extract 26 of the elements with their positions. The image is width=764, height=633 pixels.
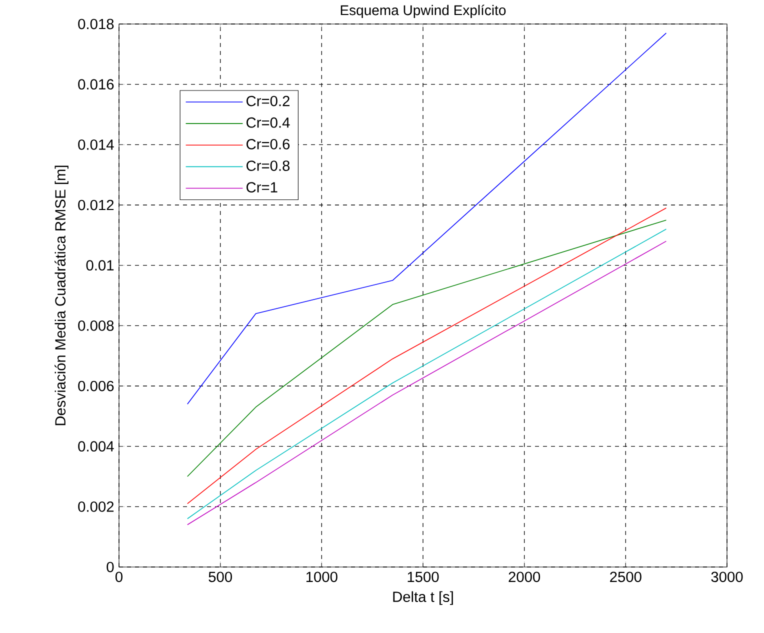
y-tick-label: 0.016 — [78, 79, 114, 90]
y-tick-label: 0 — [106, 562, 114, 572]
x-tick-label: 2500 — [610, 572, 642, 582]
x-tick-label: 1000 — [306, 572, 338, 582]
y-tick-label: 0.008 — [78, 320, 114, 331]
y-axis-title: Desviación Media Cuadrática RMSE [m] — [54, 166, 68, 426]
y-tick-label: 0.014 — [78, 139, 114, 150]
x-axis-title: Delta t [s] — [393, 591, 453, 605]
x-tick-label: 500 — [208, 572, 232, 582]
chart-title: Esquema Upwind Explícito — [340, 4, 506, 18]
y-tick-label: 0.004 — [78, 441, 114, 452]
legend-label: Cr=0.8 — [246, 160, 290, 171]
legend-label: Cr=0.2 — [246, 96, 290, 106]
x-tick-label: 2000 — [508, 572, 540, 582]
x-tick-label: 0 — [115, 572, 122, 582]
legend-label: Cr=1 — [246, 182, 278, 193]
y-tick-label: 0.018 — [78, 18, 114, 30]
line-series — [187, 32, 667, 404]
legend-label: Cr=0.4 — [246, 117, 290, 128]
y-tick-label: 0.002 — [78, 501, 114, 512]
y-tick-label: 0.006 — [78, 380, 114, 392]
x-tick-label: 1500 — [408, 572, 439, 582]
x-tick-label: 3000 — [711, 572, 743, 582]
legend-label: Cr=0.6 — [246, 139, 290, 150]
y-tick-label: 0.012 — [78, 200, 114, 210]
y-tick-label: 0.01 — [86, 260, 114, 271]
